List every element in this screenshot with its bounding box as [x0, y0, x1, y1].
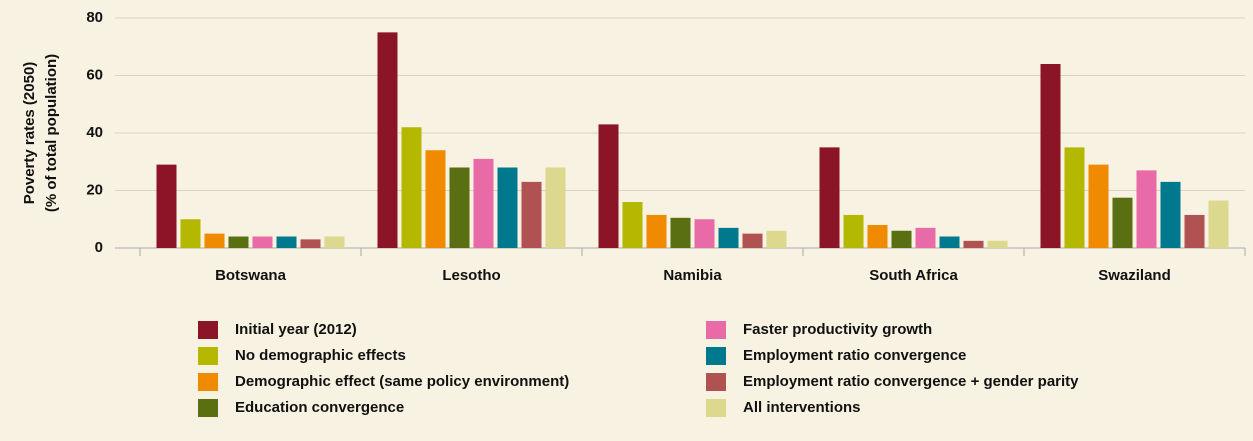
bar: [300, 239, 321, 248]
bar: [521, 181, 542, 248]
legend-swatch: [198, 321, 218, 339]
bar: [646, 214, 667, 248]
bar: [1112, 197, 1133, 248]
x-tick-label: Swaziland: [1098, 267, 1171, 284]
bar: [1184, 214, 1205, 248]
legend-label: No demographic effects: [235, 347, 406, 364]
bar: [324, 236, 345, 248]
bar: [1088, 164, 1109, 248]
bar: [1064, 147, 1085, 248]
bar: [742, 233, 763, 248]
legend-swatch: [706, 321, 726, 339]
bar: [819, 147, 840, 248]
y-tick-label: 80: [86, 9, 103, 26]
legend-swatch: [706, 399, 726, 417]
bar: [891, 230, 912, 248]
legend-swatch: [198, 399, 218, 417]
bar: [449, 167, 470, 248]
y-tick-label: 0: [95, 239, 103, 256]
legend-label: Initial year (2012): [235, 321, 357, 338]
bar: [252, 236, 273, 248]
bar: [545, 167, 566, 248]
legend-label: All interventions: [743, 399, 861, 416]
bar: [598, 124, 619, 248]
bar: [1136, 170, 1157, 248]
legend-label: Employment ratio convergence + gender pa…: [743, 373, 1079, 390]
x-tick-label: South Africa: [869, 267, 958, 284]
bar: [1040, 64, 1061, 248]
legend-swatch: [198, 347, 218, 365]
bar: [766, 230, 787, 248]
y-tick-label: 60: [86, 66, 103, 83]
bar: [401, 127, 422, 248]
legend-swatch: [706, 347, 726, 365]
bar: [1160, 181, 1181, 248]
legend-label: Faster productivity growth: [743, 321, 932, 338]
bar: [939, 236, 960, 248]
bar: [377, 32, 398, 248]
bar: [1208, 200, 1229, 248]
bar: [622, 202, 643, 248]
bar: [718, 227, 739, 248]
bar: [963, 240, 984, 248]
bar: [497, 167, 518, 248]
bar: [425, 150, 446, 248]
y-tick-label: 40: [86, 124, 103, 141]
y-tick-label: 20: [86, 181, 103, 198]
x-tick-label: Botswana: [215, 267, 287, 284]
bar: [473, 158, 494, 248]
legend-swatch: [198, 373, 218, 391]
y-axis-label: (% of total population): [43, 54, 60, 212]
x-tick-label: Namibia: [663, 267, 722, 284]
legend-label: Employment ratio convergence: [743, 347, 966, 364]
y-axis-label: Poverty rates (2050): [21, 62, 38, 205]
bar: [670, 217, 691, 248]
bar: [180, 219, 201, 248]
bar: [694, 219, 715, 248]
bar: [987, 240, 1008, 248]
legend-label: Education convergence: [235, 399, 404, 416]
legend-label: Demographic effect (same policy environm…: [235, 373, 569, 390]
bar: [276, 236, 297, 248]
bar: [156, 164, 177, 248]
bar: [204, 233, 225, 248]
bar: [843, 214, 864, 248]
x-tick-label: Lesotho: [442, 267, 500, 284]
bar: [228, 236, 249, 248]
legend-swatch: [706, 373, 726, 391]
bar: [915, 227, 936, 248]
bar: [867, 225, 888, 248]
